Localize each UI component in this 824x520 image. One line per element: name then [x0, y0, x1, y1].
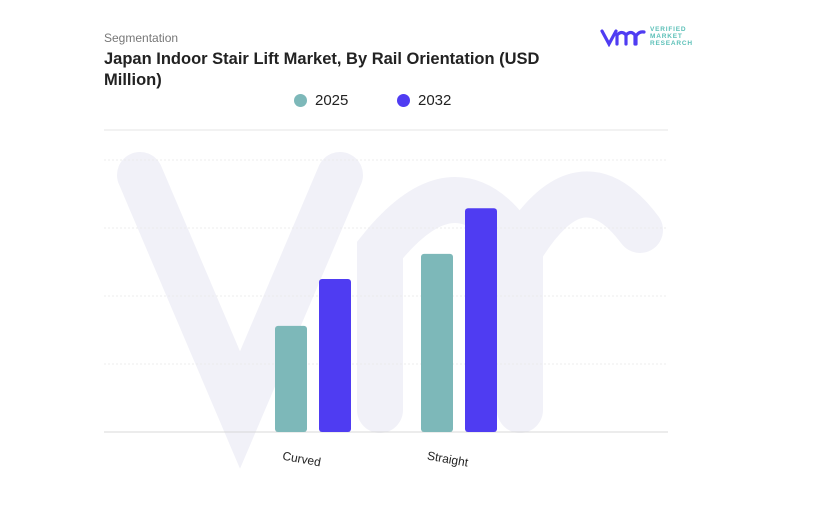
logo-line-1: VERIFIED [650, 26, 687, 33]
legend-label-2032: 2032 [418, 92, 452, 109]
bar-straight-2025 [421, 253, 453, 432]
legend-swatch-2025 [294, 94, 307, 107]
vmr-logo: VERIFIED MARKET RESEARCH [600, 26, 693, 47]
vmr-logo-mark-icon [600, 28, 646, 47]
legend-label-2025: 2025 [315, 92, 349, 109]
section-label: Segmentation [104, 31, 179, 45]
bar-curved-2032 [319, 279, 351, 432]
logo-line-3: RESEARCH [650, 40, 693, 47]
logo-line-2: MARKET [650, 33, 683, 40]
bar-straight-2032 [465, 208, 497, 432]
legend-item-2025: 2025 [294, 92, 348, 109]
watermark [117, 152, 663, 469]
bar-curved-2025 [275, 325, 307, 432]
chart-title: Japan Indoor Stair Lift Market, By Rail … [104, 50, 540, 89]
legend-item-2032: 2032 [397, 92, 451, 109]
legend-swatch-2032 [397, 94, 410, 107]
x-tick-label: Straight [426, 449, 470, 470]
x-tick-label: Curved [281, 449, 322, 470]
